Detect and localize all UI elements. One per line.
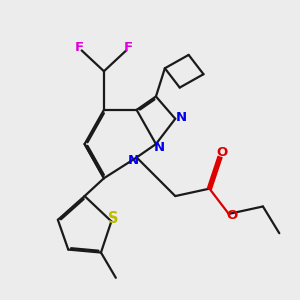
Text: N: N	[176, 111, 187, 124]
Text: N: N	[128, 154, 139, 167]
Text: F: F	[124, 41, 133, 54]
Text: S: S	[108, 212, 118, 226]
Text: O: O	[226, 209, 237, 222]
Text: N: N	[154, 141, 165, 154]
Text: F: F	[75, 41, 84, 54]
Text: O: O	[217, 146, 228, 159]
